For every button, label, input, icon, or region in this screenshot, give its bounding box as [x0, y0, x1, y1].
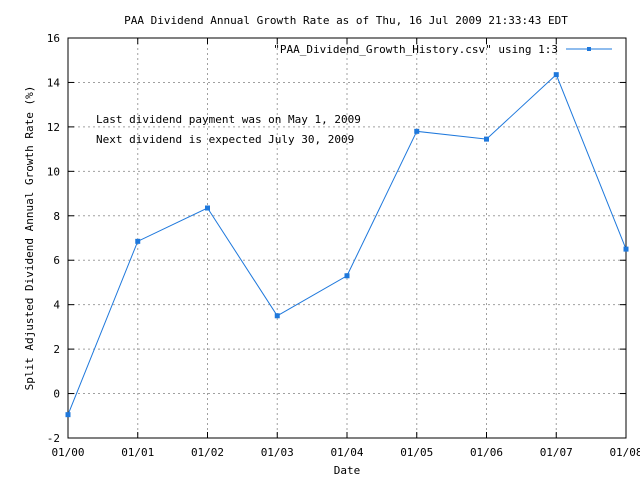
series-group: [65, 72, 629, 418]
x-tick-label: 01/06: [470, 446, 503, 459]
data-point: [553, 72, 559, 78]
y-tick-labels: -2 0 2 4 6 8 10 12 14 16: [47, 32, 61, 445]
chart-title: PAA Dividend Annual Growth Rate as of Th…: [124, 14, 568, 27]
x-tick-label: 01/03: [261, 446, 294, 459]
y-tick-label: 12: [47, 121, 60, 134]
y-axis-label: Split Adjusted Dividend Annual Growth Ra…: [23, 86, 36, 391]
legend-label: "PAA_Dividend_Growth_History.csv" using …: [273, 43, 558, 56]
y-tick-label: 8: [53, 210, 60, 223]
grid: [68, 38, 626, 438]
x-tick-label: 01/04: [330, 446, 363, 459]
data-point: [484, 136, 489, 142]
legend-marker: [587, 47, 591, 51]
data-point: [205, 205, 210, 211]
plot-frame: [67, 37, 627, 439]
y-tick-label: 16: [47, 32, 60, 45]
y-tick-label: -2: [47, 432, 60, 445]
data-point: [623, 246, 629, 252]
data-point: [414, 128, 420, 134]
y-tick-label: 6: [53, 254, 60, 267]
x-axis-label: Date: [334, 464, 361, 477]
y-tick-label: 4: [53, 299, 60, 312]
x-tick-label: 01/08: [609, 446, 640, 459]
data-point: [344, 273, 350, 279]
x-tick-label: 01/00: [51, 446, 84, 459]
x-tick-label: 01/05: [400, 446, 433, 459]
legend: "PAA_Dividend_Growth_History.csv" using …: [273, 43, 612, 56]
data-point: [65, 412, 71, 418]
y-tick-label: 0: [53, 388, 60, 401]
y-tick-label: 2: [53, 343, 60, 356]
data-point: [274, 313, 280, 319]
x-tick-label: 01/07: [540, 446, 573, 459]
y-tick-label: 10: [47, 165, 60, 178]
x-tick-label: 01/02: [191, 446, 224, 459]
y-tick-label: 14: [47, 76, 61, 89]
annotation-next-dividend: Next dividend is expected July 30, 2009: [96, 133, 354, 146]
data-point: [135, 238, 141, 244]
x-tick-label: 01/01: [121, 446, 154, 459]
annotation-last-dividend: Last dividend payment was on May 1, 2009: [96, 113, 361, 126]
x-tick-labels: 01/00 01/01 01/02 01/03 01/04 01/05 01/06 01/07…: [51, 446, 640, 459]
